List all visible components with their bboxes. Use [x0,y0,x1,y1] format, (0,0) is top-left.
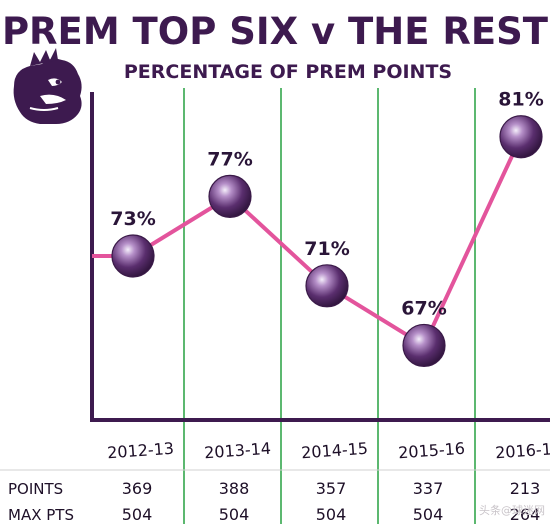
data-point-2014-15 [305,264,349,308]
table-cell-1-2013-14: 388 [219,479,250,498]
table-cell-1-2014-15: 357 [316,479,347,498]
table-cell-1-2012-13: 369 [122,479,153,498]
season-labels: 2012-13 2013-14 2014-15 2015-16 2016-17 [107,439,550,463]
watermark: 头条@球迷网 [479,503,545,517]
season-label-2016-17: 2016-17 [495,439,550,463]
grid-lines [183,88,476,524]
data-point-2016-17 [499,115,543,159]
table-cell-2-2014-15: 504 [316,505,347,524]
season-label-2013-14: 2013-14 [204,439,272,463]
data-point-2013-14 [208,174,252,218]
season-label-2012-13: 2012-13 [107,439,175,463]
table-cell-1-2015-16: 337 [413,479,444,498]
lion-crest-icon [13,48,82,124]
table-cell-2-2013-14: 504 [219,505,250,524]
series-layer: 73% 77% 71% 67% 81% [92,89,544,368]
table-cell-2-2016-17: 264 [510,505,541,524]
table-cell-1-2016-17: 213 [510,479,541,498]
season-label-2015-16: 2015-16 [398,439,466,463]
points-table: POINTS 369 388 357 337 213 MAX PTS 504 504 504 504… [0,469,550,524]
data-label-2012-13: 73% [110,208,155,230]
data-point-2015-16 [402,323,446,368]
table-row-label-2: MAX PTS [8,506,74,524]
data-label-2016-17: 81% [498,89,543,111]
season-label-2014-15: 2014-15 [301,439,369,463]
chart-subtitle: PERCENTAGE OF PREM POINTS [124,61,452,83]
table-cell-2-2012-13: 504 [122,505,153,524]
chart-title: PREM TOP SIX v THE REST [2,10,549,53]
table-cell-2-2015-16: 504 [413,505,444,524]
table-row-label-1: POINTS [8,480,63,498]
data-label-2014-15: 71% [304,238,349,260]
data-point-2012-13 [111,234,155,278]
data-label-2015-16: 67% [401,297,446,319]
data-label-2013-14: 77% [207,148,252,170]
